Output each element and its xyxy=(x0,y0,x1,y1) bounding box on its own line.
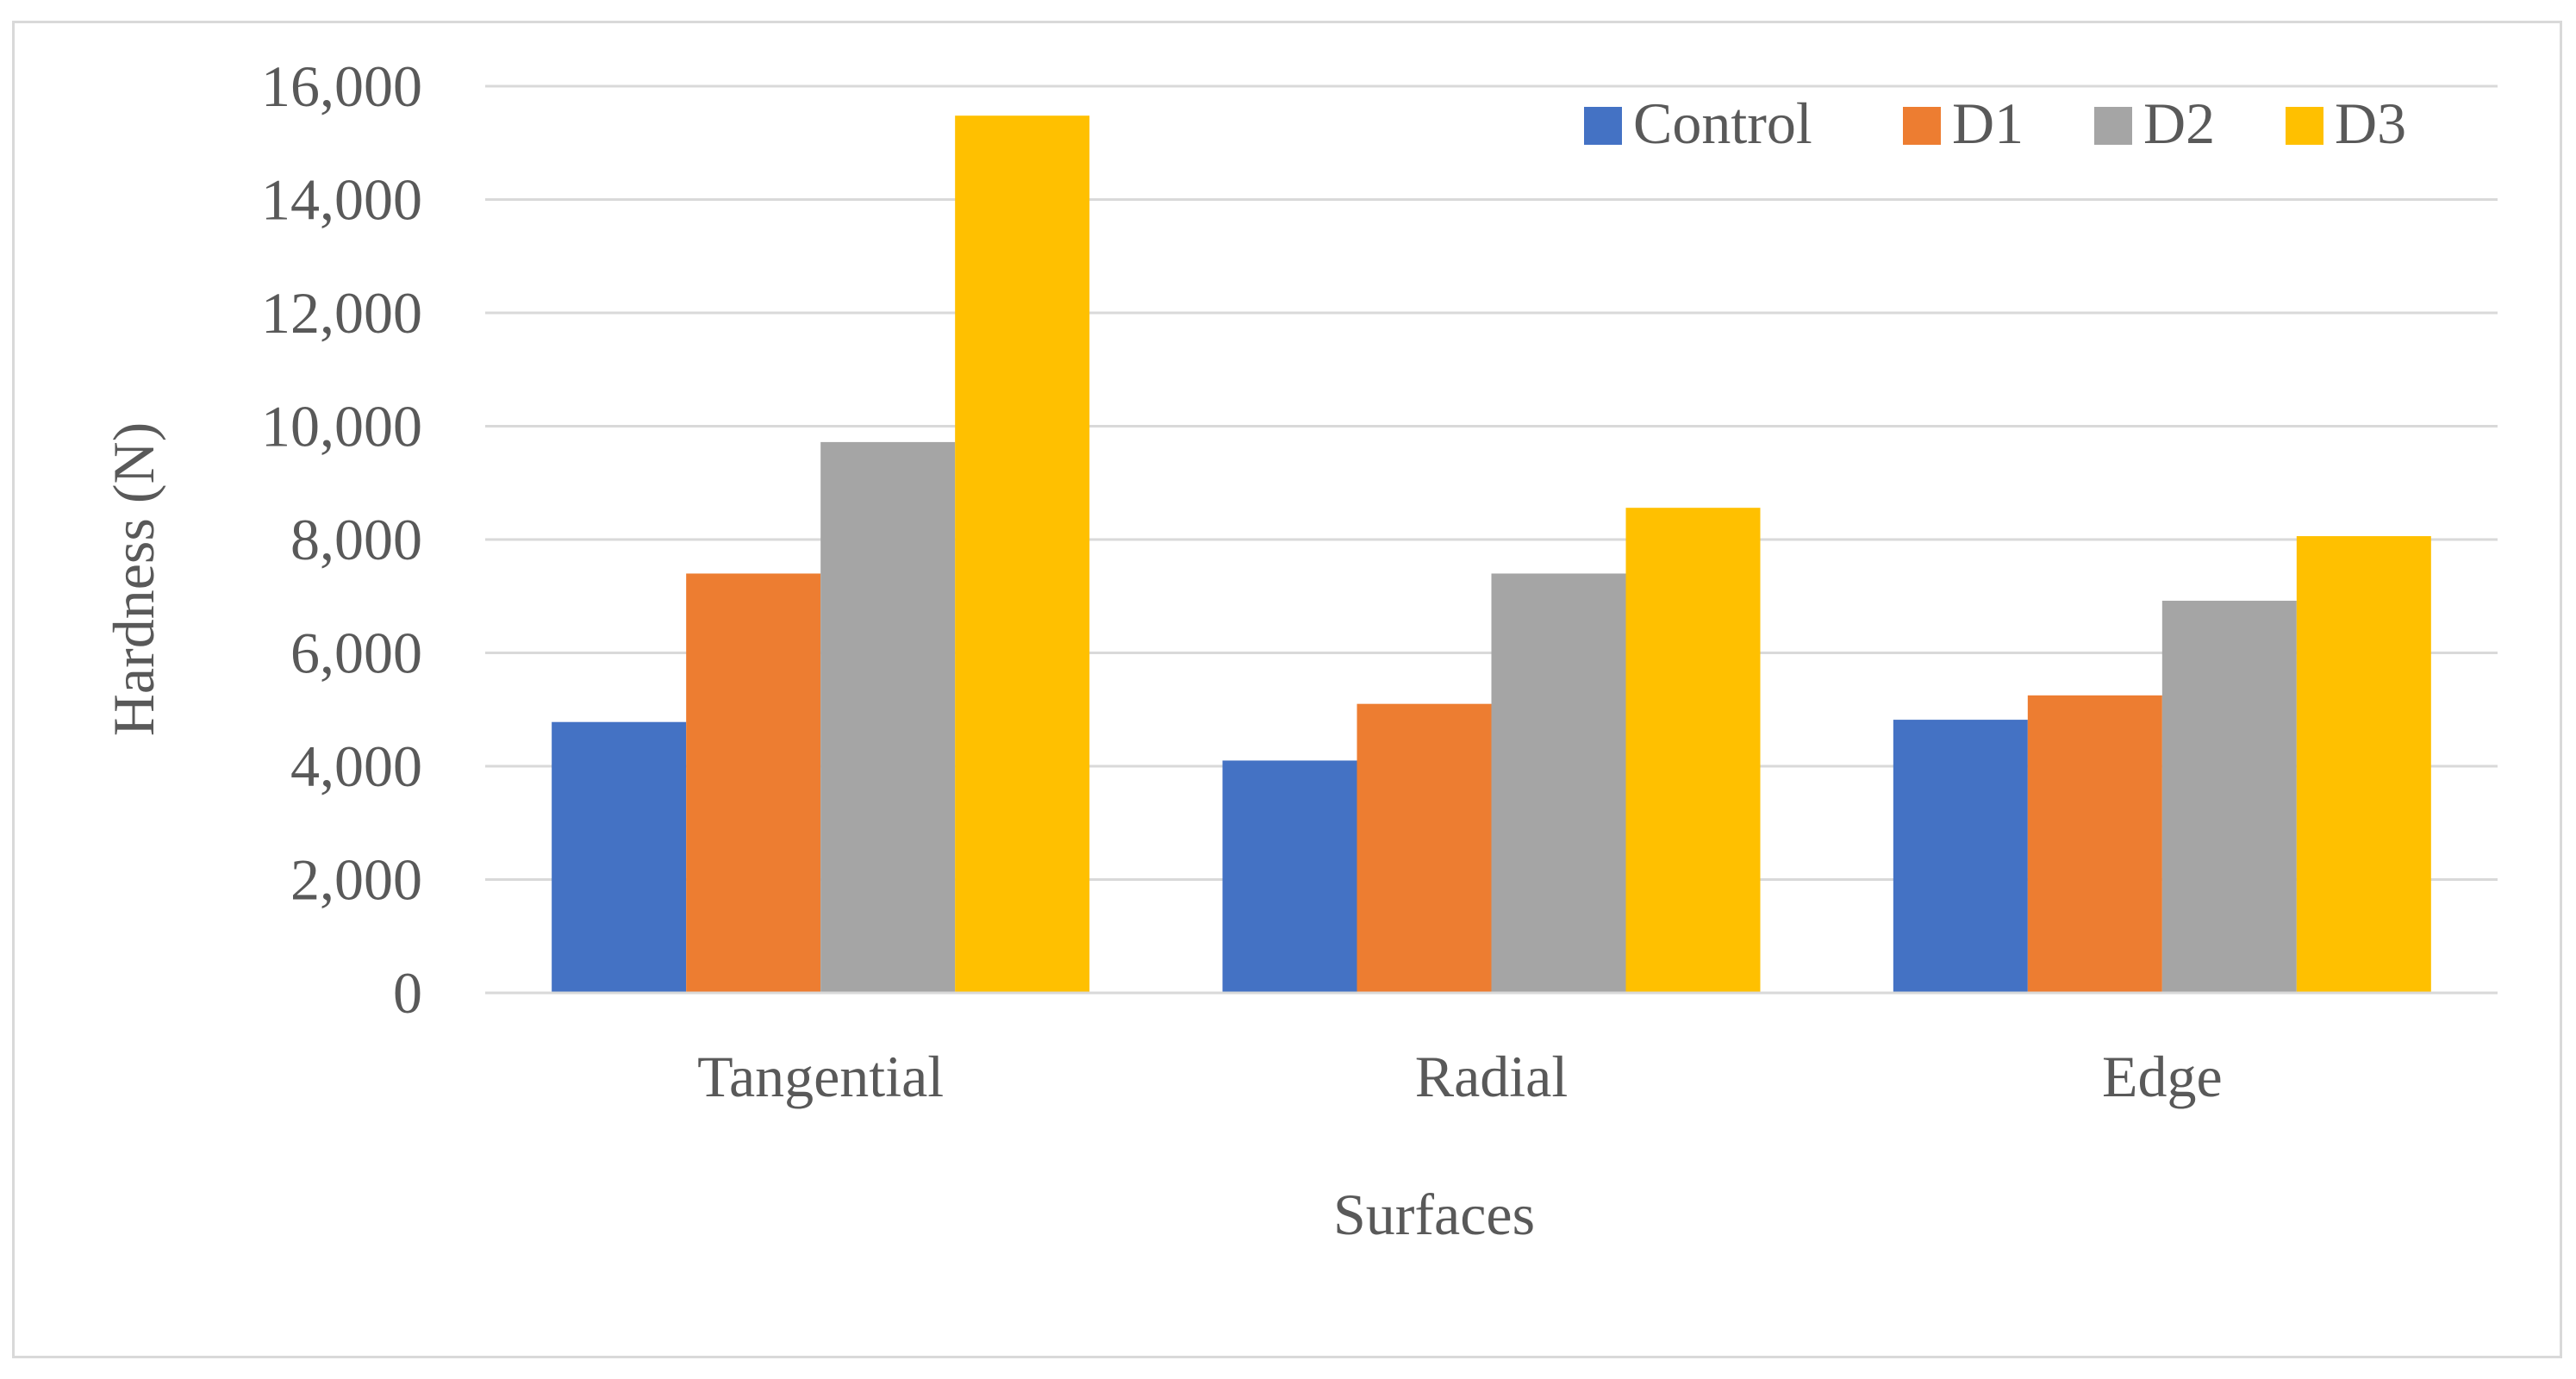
bar-d2-tangential xyxy=(820,441,956,993)
x-category-label: Radial xyxy=(1415,1044,1569,1109)
y-tick-label: 16,000 xyxy=(261,53,422,119)
legend-label-d1: D1 xyxy=(1952,90,2024,156)
y-tick-label: 10,000 xyxy=(261,394,422,459)
legend-label-d2: D2 xyxy=(2143,90,2215,156)
x-category-label: Tangential xyxy=(697,1044,944,1109)
chart-frame xyxy=(12,21,2562,1358)
x-axis-title: Surfaces xyxy=(1333,1182,1535,1247)
bar-d1-tangential xyxy=(686,573,821,993)
x-category-label: Edge xyxy=(2102,1044,2223,1109)
y-axis-title: Hardness (N) xyxy=(101,422,166,736)
x-axis-categories: Tangential Radial Edge xyxy=(697,1044,2223,1109)
legend-swatch-d2 xyxy=(2094,107,2132,145)
y-tick-label: 14,000 xyxy=(261,167,422,233)
legend-label-d3: D3 xyxy=(2335,90,2406,156)
bar-d3-edge xyxy=(2296,536,2431,993)
bars xyxy=(485,115,2498,995)
legend-swatch-d1 xyxy=(1903,107,1941,145)
legend: Control D1 D2 D3 xyxy=(1584,90,2406,156)
bar-d2-edge xyxy=(2161,601,2297,993)
bar-d1-edge xyxy=(2027,695,2162,993)
bar-control-edge xyxy=(1893,720,2028,993)
y-tick-label: 4,000 xyxy=(290,733,422,799)
bar-control-radial xyxy=(1222,760,1357,993)
legend-swatch-control xyxy=(1584,107,1622,145)
y-axis-ticks: 0 2,000 4,000 6,000 8,000 10,000 12,000 14,000 1… xyxy=(261,53,422,1026)
bar-d2-radial xyxy=(1491,573,1626,993)
legend-swatch-d3 xyxy=(2286,107,2323,145)
legend-label-control: Control xyxy=(1633,90,1812,156)
bar-d3-radial xyxy=(1625,508,1761,993)
bar-d1-radial xyxy=(1357,703,1492,993)
bar-d3-tangential xyxy=(955,115,1090,993)
y-tick-label: 8,000 xyxy=(290,507,422,572)
bar-control-tangential xyxy=(552,721,687,993)
y-tick-label: 2,000 xyxy=(290,847,422,913)
y-tick-label: 12,000 xyxy=(261,280,422,346)
y-tick-label: 6,000 xyxy=(290,621,422,686)
y-tick-label: 0 xyxy=(393,960,422,1026)
